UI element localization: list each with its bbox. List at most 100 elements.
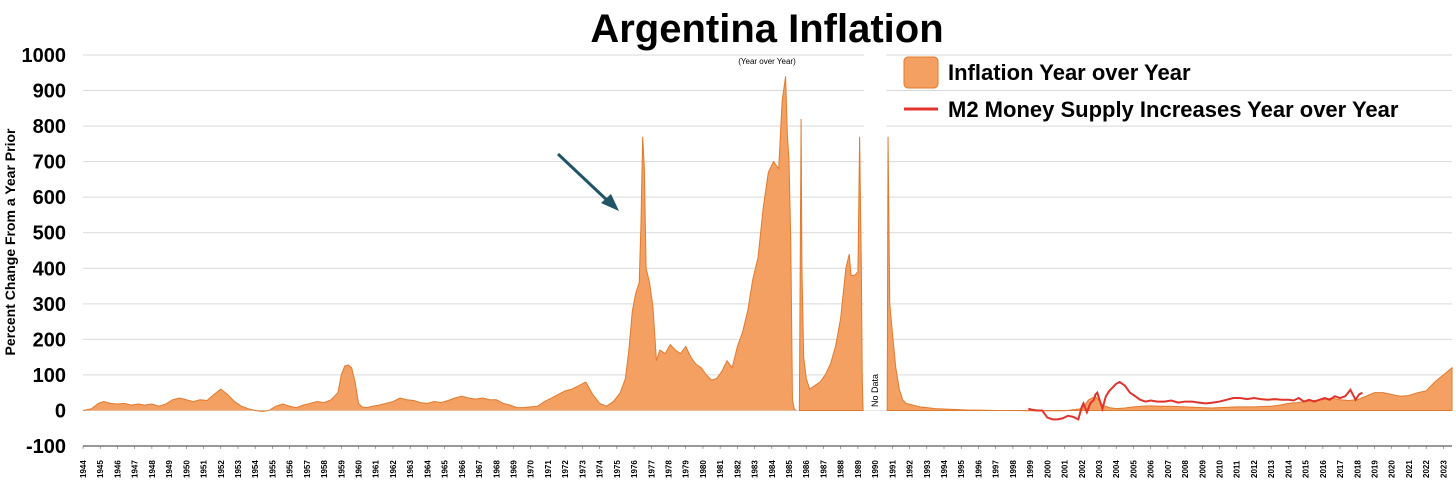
x-tick-label: 2000 (1043, 460, 1052, 478)
x-tick-label: 2020 (1388, 460, 1397, 478)
x-tick-label: 1960 (355, 460, 364, 478)
no-data-box: No Data (863, 50, 887, 411)
x-tick-label: 1972 (561, 460, 570, 478)
x-tick-label: 2008 (1181, 460, 1190, 478)
x-tick-label: 1958 (320, 460, 329, 478)
x-tick-label: 1991 (888, 460, 897, 478)
x-tick-label: 1998 (1009, 460, 1018, 478)
y-tick-label: 100 (33, 365, 66, 387)
x-tick-label: 1992 (906, 460, 915, 478)
no-data-label: No Data (870, 374, 880, 407)
x-tick-label: 2016 (1319, 460, 1328, 478)
x-tick-label: 1959 (337, 460, 346, 478)
x-tick-label: 2007 (1164, 460, 1173, 478)
y-tick-label: 300 (33, 294, 66, 316)
x-tick-label: 1955 (268, 460, 277, 478)
x-tick-label: 1976 (630, 460, 639, 478)
inflation-area (82, 76, 1453, 413)
x-tick-label: 1950 (182, 460, 191, 478)
chart-title: Argentina Inflation (590, 7, 943, 51)
legend-swatch-inflation (903, 56, 939, 89)
legend-label-inflation: Inflation Year over Year (948, 60, 1191, 85)
x-tick-label: 1981 (716, 460, 725, 478)
x-tick-label: 2012 (1250, 460, 1259, 478)
x-tick-label: 1984 (768, 460, 777, 478)
m2-series-line (1028, 380, 1363, 421)
y-tick-labels: -100 0 100 200 300 400 500 600 700 800 900 1000 (22, 45, 67, 458)
x-tick-label: 1953 (234, 460, 243, 478)
x-tick-label: 1967 (475, 460, 484, 478)
x-tick-label: 1985 (785, 460, 794, 478)
year-over-year-note: (Year over Year) (738, 57, 796, 66)
x-tick-label: 1949 (165, 460, 174, 478)
legend: Inflation Year over Year M2 Money Supply… (903, 56, 1399, 122)
y-tick-label: 900 (33, 81, 66, 103)
y-tick-label: -100 (26, 436, 66, 458)
x-tick-label: 1948 (148, 460, 157, 478)
x-tick-label: 1975 (613, 460, 622, 478)
x-tick-labels: 1944 1945 1946 1947 1948 1949 1950 1951 1952 1953… (79, 446, 1448, 478)
inflation-area-segment (798, 118, 864, 411)
arrow-head (601, 194, 619, 211)
x-tick-label: 1995 (957, 460, 966, 478)
x-tick-label: 2006 (1147, 460, 1156, 478)
x-tick-label: 1962 (389, 460, 398, 478)
x-tick-label: 1961 (372, 460, 381, 478)
y-tick-label: 600 (33, 187, 66, 209)
x-tick-label: 1999 (1026, 460, 1035, 478)
x-tick-label: 1970 (527, 460, 536, 478)
x-tick-label: 1979 (682, 460, 691, 478)
x-tick-label: 2004 (1112, 460, 1121, 478)
x-tick-label: 1963 (406, 460, 415, 478)
y-tick-label: 500 (33, 223, 66, 245)
arrow-annotation (556, 152, 619, 211)
x-tick-label: 1993 (923, 460, 932, 478)
x-tick-label: 2015 (1302, 460, 1311, 478)
y-tick-label: 400 (33, 258, 66, 280)
y-tick-label: 700 (33, 152, 66, 174)
x-tick-label: 1978 (664, 460, 673, 478)
x-tick-label: 2010 (1216, 460, 1225, 478)
x-tick-label: 2003 (1095, 460, 1104, 478)
x-tick-label: 1982 (733, 460, 742, 478)
x-tick-label: 2013 (1267, 460, 1276, 478)
y-tick-label: 200 (33, 329, 66, 351)
x-tick-label: 1996 (974, 460, 983, 478)
x-tick-label: 1957 (303, 460, 312, 478)
x-tick-label: 2017 (1336, 460, 1345, 478)
x-tick-label: 1987 (819, 460, 828, 478)
x-tick-label: 2014 (1284, 460, 1293, 478)
x-tick-label: 1956 (286, 460, 295, 478)
x-tick-label: 1974 (596, 460, 605, 478)
y-axis-label: Percent Change From a Year Prior (2, 128, 18, 355)
x-tick-label: 1951 (200, 460, 209, 478)
x-tick-label: 1966 (458, 460, 467, 478)
x-tick-label: 2001 (1061, 460, 1070, 478)
x-tick-label: 2021 (1405, 460, 1414, 478)
x-tick-label: 1952 (217, 460, 226, 478)
x-tick-label: 1969 (510, 460, 519, 478)
x-tick-label: 1986 (802, 460, 811, 478)
x-tick-label: 1983 (751, 460, 760, 478)
x-tick-label: 1968 (492, 460, 501, 478)
x-tick-label: 1990 (871, 460, 880, 478)
x-tick-label: 1954 (251, 460, 260, 478)
m2-line-layer (1028, 380, 1363, 421)
y-tick-label: 0 (55, 400, 66, 422)
x-tick-label: 1989 (854, 460, 863, 478)
x-tick-label: 1971 (544, 460, 553, 478)
inflation-area-segment (886, 136, 1453, 412)
x-tick-label: 1964 (423, 460, 432, 478)
x-tick-label: 1945 (96, 460, 105, 478)
y-tick-label: 1000 (22, 45, 67, 67)
x-tick-label: 1977 (647, 460, 656, 478)
x-tick-label: 1997 (992, 460, 1001, 478)
x-tick-label: 2002 (1078, 460, 1087, 478)
x-tick-label: 2018 (1353, 460, 1362, 478)
x-tick-label: 2005 (1129, 460, 1138, 478)
x-tick-label: 2009 (1198, 460, 1207, 478)
arrow-shaft (556, 152, 612, 205)
x-tick-label: 2011 (1233, 460, 1242, 478)
x-tick-label: 2023 (1439, 460, 1448, 478)
